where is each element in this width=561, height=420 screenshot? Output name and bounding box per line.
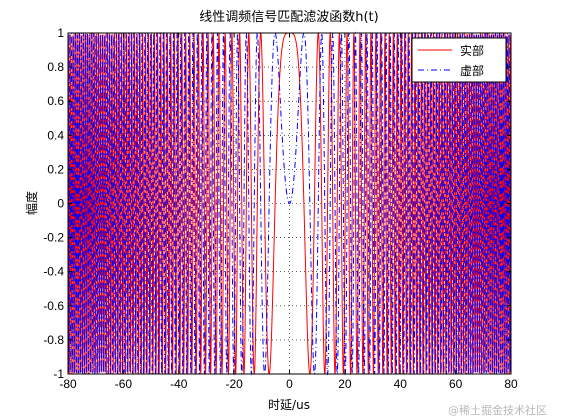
x-tick-label: -40 xyxy=(170,377,188,391)
y-tick-label: 0 xyxy=(57,197,64,211)
legend: 实部 虚部 xyxy=(411,37,507,83)
y-tick-label: 0.2 xyxy=(47,162,64,176)
x-tick-label: 80 xyxy=(504,377,518,391)
y-tick-label: 0.8 xyxy=(47,60,64,74)
legend-label-real: 实部 xyxy=(460,43,484,58)
y-axis-label: 幅度 xyxy=(24,191,39,215)
x-tick-label: -80 xyxy=(59,377,77,391)
legend-label-imag: 虚部 xyxy=(460,63,484,78)
y-tick-label: 1 xyxy=(57,26,64,40)
y-tick-label: -0.8 xyxy=(43,333,64,347)
x-tick-label: 60 xyxy=(449,377,463,391)
legend-box xyxy=(411,37,507,83)
x-tick-label: -60 xyxy=(115,377,133,391)
x-tick-label: 0 xyxy=(286,377,293,391)
x-tick-label: 20 xyxy=(338,377,352,391)
x-tick-label: 40 xyxy=(394,377,408,391)
chart-title: 线性调频信号匹配滤波函数h(t) xyxy=(199,10,378,25)
y-tick-label: -0.2 xyxy=(43,231,64,245)
y-tick-label: -0.4 xyxy=(43,265,64,279)
x-tick-label: -20 xyxy=(225,377,243,391)
y-tick-label: -1 xyxy=(53,367,64,381)
y-tick-label: 0.4 xyxy=(47,128,64,142)
axis-ticks: -80 -60 -40 -20 0 20 40 60 80 -1 -0.8 -0.6 -0.4 -0.2 0… xyxy=(43,26,518,391)
y-tick-label: -0.6 xyxy=(43,299,64,313)
y-tick-label: 0.6 xyxy=(47,94,64,108)
watermark: @稀土掘金技术社区 xyxy=(448,404,547,417)
x-axis-label: 时延/us xyxy=(268,398,310,412)
